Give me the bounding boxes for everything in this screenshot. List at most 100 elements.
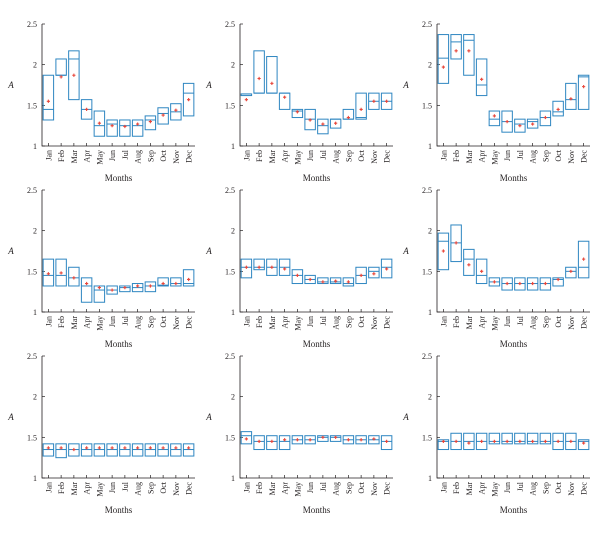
axis-lines bbox=[239, 356, 393, 479]
x-tick-label: Dec bbox=[185, 316, 194, 329]
x-tick-label: Jun bbox=[108, 482, 117, 493]
x-tick-label: Mar bbox=[70, 150, 79, 164]
x-tick-label: Jul bbox=[319, 149, 328, 159]
mean-sep bbox=[346, 115, 350, 120]
mean-oct bbox=[161, 446, 165, 450]
mean-oct bbox=[359, 107, 363, 111]
x-tick-label: Nov bbox=[567, 316, 576, 330]
x-tick-label: May bbox=[490, 482, 499, 497]
mean-aug bbox=[136, 446, 140, 450]
y-tick-label: 2 bbox=[33, 61, 37, 70]
x-tick-label: Apr bbox=[83, 150, 92, 163]
mean-apr bbox=[480, 269, 484, 273]
x-tick-label: Apr bbox=[281, 482, 290, 495]
x-tick-label: May bbox=[293, 150, 302, 165]
box-jul bbox=[514, 118, 526, 133]
box-feb bbox=[55, 443, 67, 459]
mean-nov bbox=[372, 437, 376, 441]
x-tick-label: Nov bbox=[370, 482, 379, 496]
mean-apr bbox=[85, 281, 89, 286]
y-tick-label: 2.5 bbox=[27, 352, 37, 361]
mean-aug bbox=[531, 281, 535, 286]
mean-may bbox=[492, 439, 496, 443]
box-mar bbox=[266, 435, 278, 451]
mean-jun bbox=[505, 439, 509, 443]
x-tick-label: Nov bbox=[370, 316, 379, 330]
y-tick-label: 1 bbox=[33, 308, 37, 317]
x-tick-label: Feb bbox=[452, 316, 461, 328]
mean-nov bbox=[569, 439, 573, 443]
y-tick-label: 1 bbox=[231, 142, 235, 151]
y-axis-title: A bbox=[402, 412, 409, 422]
y-tick-label: 1.5 bbox=[225, 101, 235, 110]
mean-aug bbox=[136, 122, 140, 126]
x-tick-label: Feb bbox=[255, 316, 264, 328]
mean-jan bbox=[244, 98, 248, 102]
chart-panel-1: 1 1.5 2 2.5 A Jan Feb Mar Apr May Jun Jul Aug Sep Oct N… bbox=[7, 20, 195, 183]
x-tick-label: Jul bbox=[319, 315, 328, 325]
box-nov bbox=[170, 277, 182, 287]
box-apr bbox=[278, 435, 291, 451]
x-tick-label: Jan bbox=[44, 482, 53, 493]
x-tick-label: Jul bbox=[319, 481, 328, 491]
mean-aug bbox=[334, 279, 338, 283]
mean-jun bbox=[308, 118, 312, 122]
mean-apr bbox=[480, 439, 484, 443]
x-tick-label: Jan bbox=[44, 150, 53, 161]
x-tick-label: Jul bbox=[516, 481, 525, 491]
x-tick-label: Jan bbox=[242, 316, 251, 327]
x-tick-label: Feb bbox=[57, 482, 66, 494]
x-tick-label: Sep bbox=[146, 482, 155, 494]
mean-jan bbox=[46, 99, 50, 103]
mean-apr bbox=[283, 267, 287, 271]
box-may bbox=[93, 285, 106, 303]
x-tick-label: Oct bbox=[357, 149, 366, 161]
mean-dec bbox=[187, 277, 191, 282]
y-tick-label: 2.5 bbox=[27, 20, 37, 29]
mean-jul bbox=[321, 435, 325, 439]
box-dec bbox=[577, 439, 590, 451]
box-sep bbox=[144, 115, 157, 131]
mean-oct bbox=[556, 277, 560, 282]
mean-jan bbox=[441, 65, 445, 69]
box-jan bbox=[437, 439, 450, 451]
box-oct bbox=[157, 107, 169, 125]
mean-jul bbox=[518, 124, 522, 128]
x-tick-label: Jan bbox=[439, 150, 448, 161]
x-tick-label: Feb bbox=[57, 316, 66, 328]
x-tick-label: Feb bbox=[452, 150, 461, 162]
mean-jan bbox=[46, 446, 50, 450]
x-axis-title: Months bbox=[303, 173, 331, 183]
x-tick-label: Aug bbox=[134, 482, 143, 496]
y-tick-label: 2 bbox=[231, 61, 235, 70]
box-dec bbox=[380, 258, 393, 279]
x-tick-label: Aug bbox=[529, 316, 538, 330]
x-tick-label: Mar bbox=[465, 150, 474, 164]
mean-feb bbox=[454, 241, 458, 245]
x-tick-label: Apr bbox=[281, 316, 290, 329]
mean-mar bbox=[270, 265, 274, 269]
mean-mar bbox=[270, 81, 274, 85]
box-feb bbox=[55, 58, 67, 76]
y-tick-label: 1.5 bbox=[422, 267, 432, 276]
y-tick-label: 1 bbox=[231, 474, 235, 483]
y-axis-title: A bbox=[7, 412, 14, 422]
mean-nov bbox=[372, 99, 376, 103]
x-tick-label: May bbox=[490, 316, 499, 331]
x-tick-label: Mar bbox=[268, 150, 277, 164]
y-tick-label: 1.5 bbox=[422, 101, 432, 110]
box-oct bbox=[552, 100, 564, 117]
x-tick-label: Oct bbox=[159, 149, 168, 161]
mean-aug bbox=[334, 121, 338, 125]
chart-panel-9: 1 1.5 2 2.5 A Jan Feb Mar Apr May Jun Jul Aug Sep Oct N… bbox=[402, 352, 590, 515]
x-tick-label: Apr bbox=[478, 316, 487, 329]
mean-feb bbox=[257, 265, 261, 269]
mean-nov bbox=[174, 281, 178, 286]
x-tick-label: Dec bbox=[383, 150, 392, 163]
x-tick-label: Nov bbox=[172, 150, 181, 164]
x-tick-label: Jul bbox=[121, 149, 130, 159]
box-may bbox=[488, 432, 501, 445]
box-dec bbox=[380, 435, 393, 451]
x-tick-label: Dec bbox=[580, 150, 589, 163]
